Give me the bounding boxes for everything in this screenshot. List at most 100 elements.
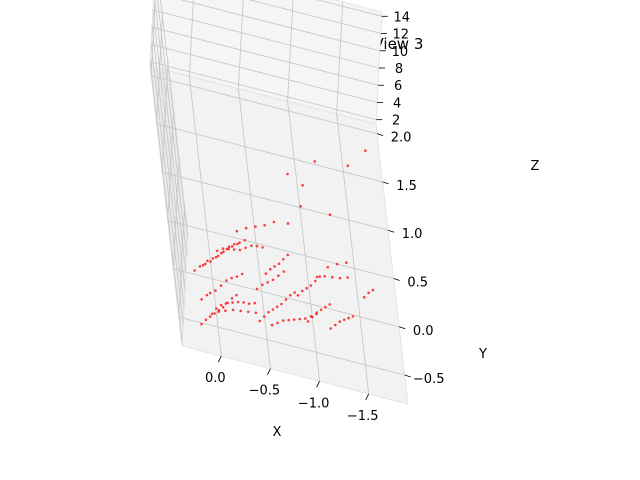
y-tick-label: 1.5	[396, 179, 417, 194]
z-gridline	[154, 0, 381, 273]
data-point	[208, 291, 212, 295]
data-point	[254, 311, 258, 315]
data-point	[313, 160, 317, 163]
z-gridline	[152, 9, 380, 291]
z-tick-label: 14	[394, 10, 411, 25]
data-point	[224, 302, 228, 305]
data-point	[323, 275, 327, 278]
data-point	[287, 318, 291, 322]
x-gridline	[237, 0, 271, 369]
data-point	[224, 309, 227, 313]
data-point	[275, 305, 279, 309]
data-point	[335, 262, 339, 266]
data-point	[232, 248, 236, 251]
z-gridline	[150, 43, 378, 325]
data-point	[236, 300, 240, 304]
data-point	[198, 265, 202, 268]
y-tick-mark	[376, 133, 384, 137]
data-point	[216, 254, 220, 258]
data-point	[201, 264, 205, 267]
data-point	[200, 322, 203, 326]
gridlines	[149, 0, 405, 394]
data-point	[205, 293, 209, 297]
data-point	[371, 288, 375, 292]
data-point	[342, 318, 346, 322]
x-tick-label: −1.0	[298, 396, 330, 411]
data-point	[362, 295, 366, 299]
data-point	[193, 269, 196, 272]
data-point	[235, 229, 239, 233]
data-point	[230, 245, 234, 248]
data-point	[305, 286, 308, 290]
data-point	[289, 293, 292, 297]
data-point	[219, 303, 223, 307]
data-point	[345, 261, 348, 264]
data-point	[233, 243, 236, 246]
data-point	[266, 281, 270, 284]
y-axis-label: Y	[478, 347, 487, 362]
data-point	[267, 310, 270, 314]
z-tick-label: 4	[393, 97, 401, 112]
data-point	[347, 316, 350, 320]
data-point	[215, 249, 219, 253]
data-point	[261, 283, 264, 287]
z-axis-label: Z	[531, 159, 540, 174]
data-point	[254, 225, 257, 228]
data-point	[222, 250, 225, 253]
data-point	[284, 298, 288, 301]
x-gridline	[287, 0, 321, 382]
x-tick-label: −1.5	[347, 409, 379, 424]
x-tick-label: 0.0	[205, 371, 226, 386]
z-gridline	[151, 26, 379, 308]
data-point	[273, 265, 276, 268]
data-point	[217, 310, 220, 314]
data-point	[270, 323, 274, 327]
data-point	[253, 301, 256, 305]
data-point	[319, 308, 323, 312]
y-tick-label: −0.5	[413, 372, 445, 387]
data-point	[247, 310, 250, 314]
data-point	[299, 205, 302, 208]
data-point	[261, 246, 264, 249]
z-gridline	[160, 0, 382, 239]
x-tick-mark	[217, 355, 222, 363]
data-point	[271, 278, 275, 282]
data-point	[364, 149, 367, 152]
data-point	[250, 244, 253, 247]
data-point	[329, 327, 333, 330]
data-point	[244, 246, 247, 250]
data-point	[286, 172, 289, 176]
data-point	[255, 244, 259, 248]
y-tick-mark	[399, 326, 406, 330]
data-point	[221, 305, 225, 309]
data-point	[210, 312, 214, 316]
y-tick-mark	[388, 229, 395, 233]
data-point	[236, 242, 239, 246]
data-point	[309, 284, 313, 287]
z-gridline	[157, 0, 381, 256]
y-tick-mark	[382, 181, 389, 185]
z-tick-label: 2	[392, 114, 400, 129]
data-point	[238, 241, 241, 244]
data-point	[314, 279, 317, 283]
data-point	[367, 291, 370, 295]
data-point	[269, 267, 272, 271]
data-point	[277, 274, 280, 278]
data-point	[262, 315, 266, 318]
data-point	[225, 279, 228, 282]
data-point	[318, 275, 322, 278]
tick-labels: 0.0 −0.5 −1.0 −1.5 −0.5 0.0 0.5 1.0 1.5 2.0 2 4 6 8 10…	[205, 10, 445, 424]
x-tick-mark	[365, 393, 370, 401]
data-point	[244, 226, 248, 230]
data-point	[242, 301, 245, 304]
data-point	[331, 275, 334, 279]
data-point	[211, 257, 215, 260]
x-tick-label: −0.5	[249, 384, 281, 399]
data-point	[338, 276, 342, 280]
data-point	[298, 317, 302, 321]
y-tick-label: 0.0	[413, 324, 434, 339]
data-point	[209, 260, 212, 263]
data-point	[219, 284, 223, 287]
data-point	[213, 312, 216, 315]
